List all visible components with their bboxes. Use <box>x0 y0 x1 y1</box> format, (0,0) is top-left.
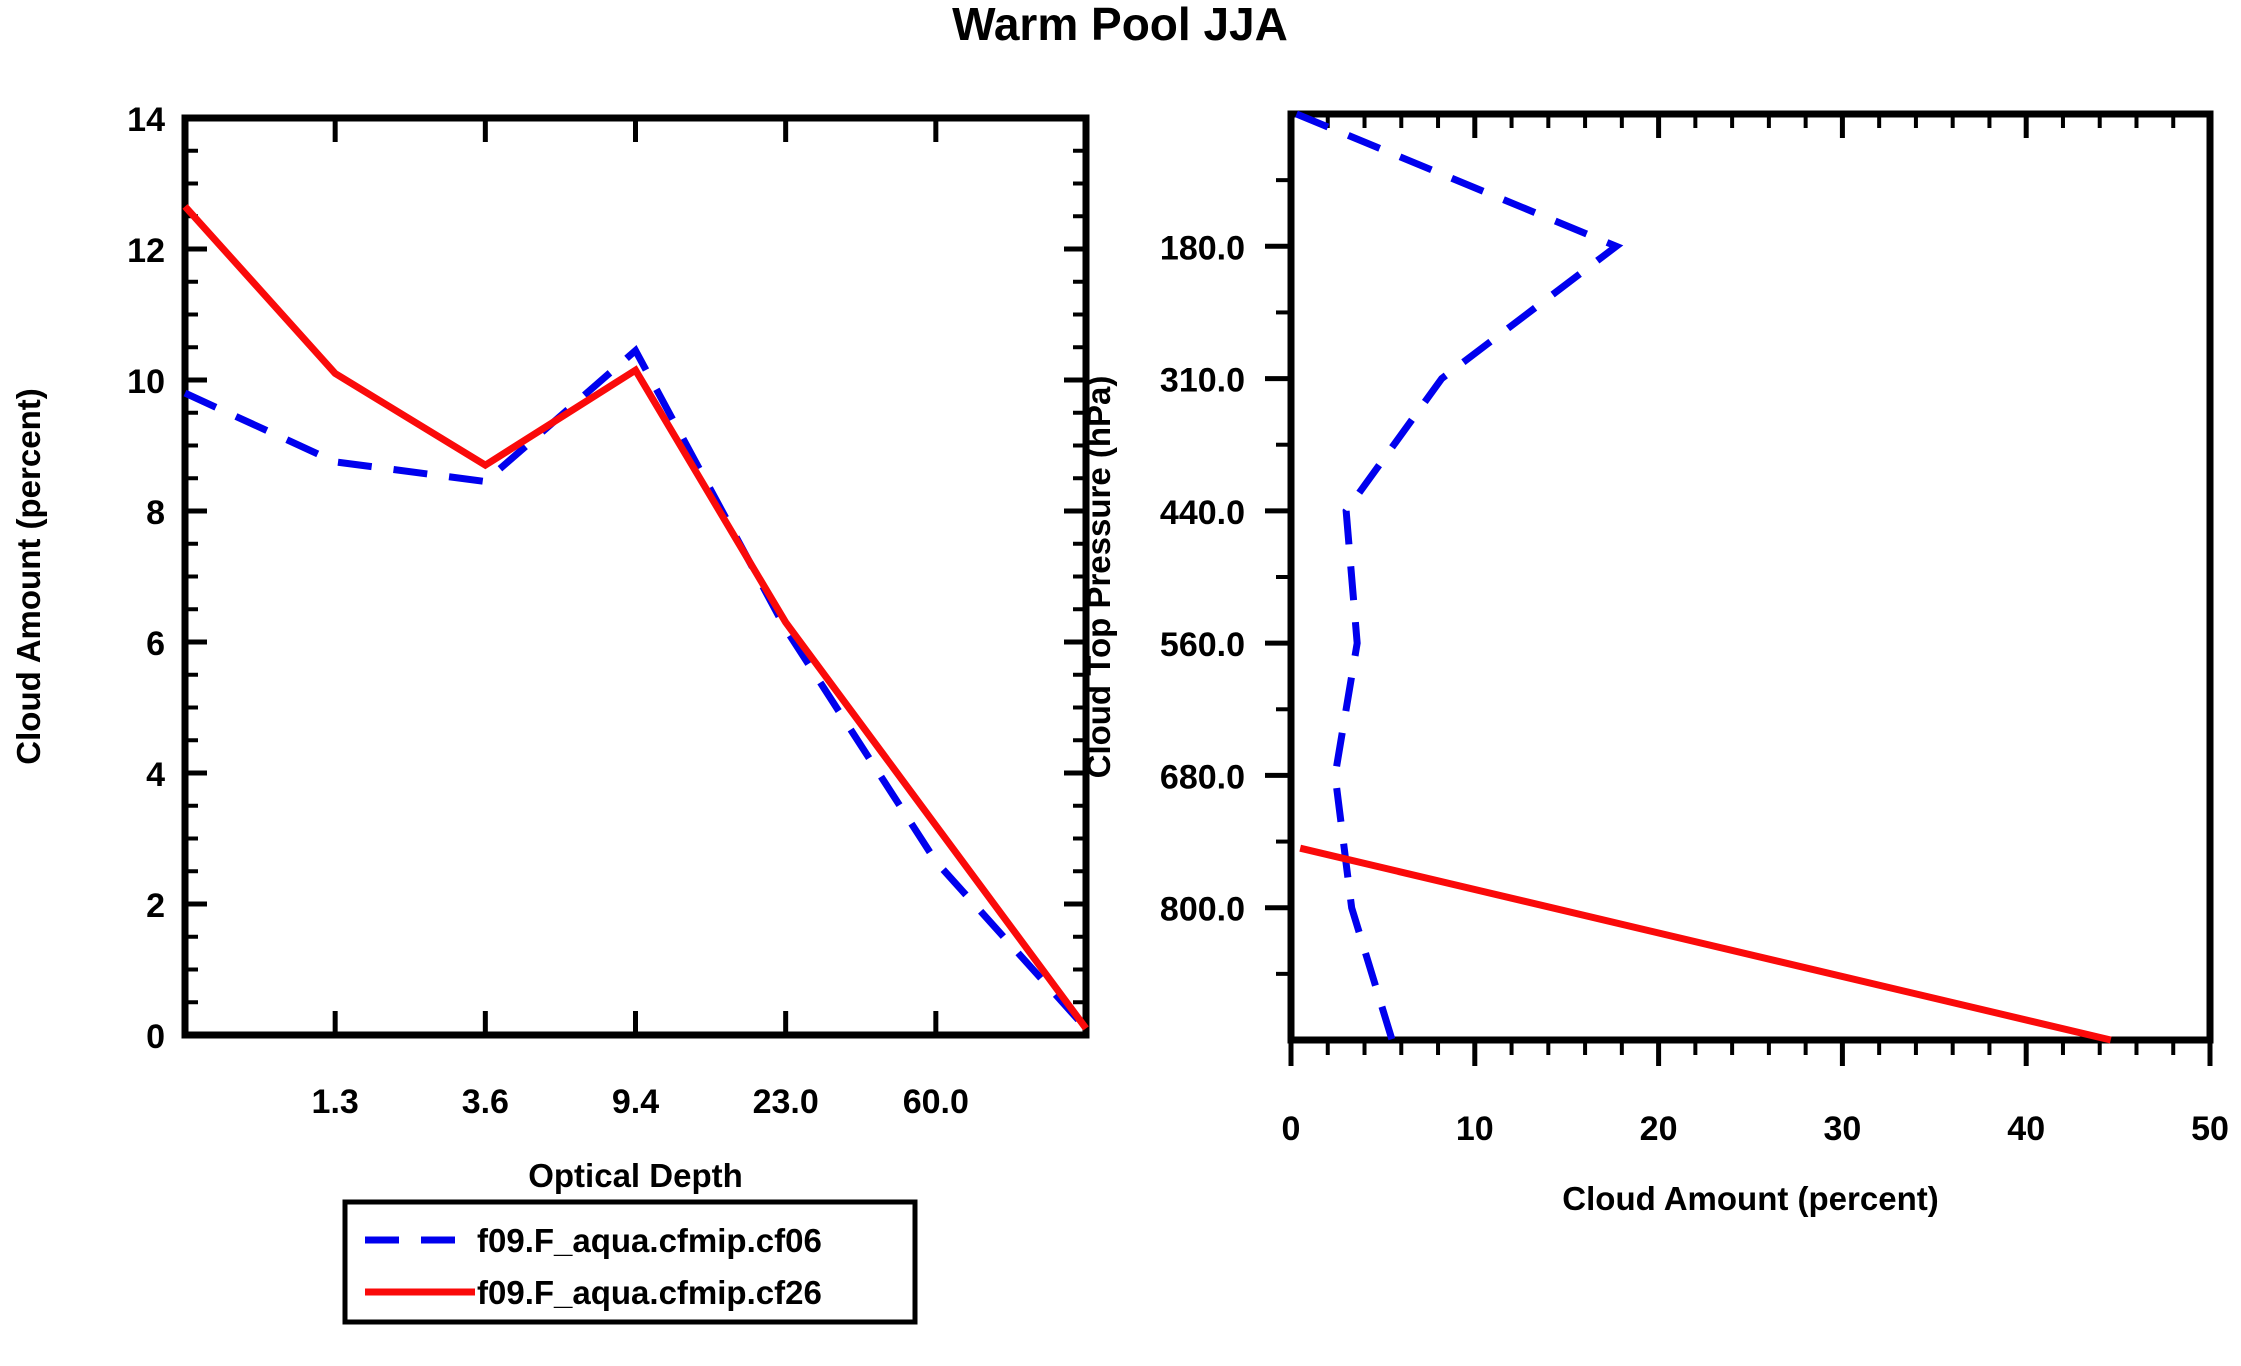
x-tick-label: 20 <box>1640 1110 1678 1148</box>
chart-panel-optical-depth: 0 2 4 6 8 10 12 14 1.3 3.6 9.4 23.0 60.0 Optical Dept… <box>10 101 1090 1194</box>
x-tick-label: 0 <box>1282 1110 1301 1148</box>
series-line-f09.F_aqua.cfmip.cf06 <box>183 345 1089 1031</box>
x-axis-label-left: Optical Depth <box>528 1157 743 1194</box>
series-line-f09.F_aqua.cfmip.cf06 <box>1295 110 1624 1042</box>
x-tick-label: 1.3 <box>312 1083 359 1121</box>
legend-box <box>342 1199 918 1325</box>
y-tick-label: 4 <box>146 756 165 794</box>
legend-label-f09.F_aqua.cfmip.cf06: f09.F_aqua.cfmip.cf06 <box>477 1222 822 1259</box>
series-line-f09.F_aqua.cfmip.cf26 <box>182 204 1089 1031</box>
y-tick-label: 8 <box>146 494 165 532</box>
y-tick-label: 180.0 <box>1160 229 1245 267</box>
x-axis-label-right: Cloud Amount (percent) <box>1562 1180 1938 1217</box>
y-tick-label: 440.0 <box>1160 494 1245 532</box>
y-tick-label: 0 <box>146 1018 165 1056</box>
x-tick-label: 10 <box>1456 1110 1494 1148</box>
x-tick-label: 50 <box>2191 1110 2229 1148</box>
y-tick-label: 800.0 <box>1160 891 1245 929</box>
y-axis-label-left: Cloud Amount (percent) <box>10 388 47 764</box>
y-tick-label: 12 <box>127 232 165 270</box>
y-tick-label: 2 <box>146 887 165 925</box>
x-tick-label: 60.0 <box>903 1083 969 1121</box>
page-title: Warm Pool JJA <box>952 0 1288 50</box>
y-tick-label: 560.0 <box>1160 626 1245 664</box>
legend-label-f09.F_aqua.cfmip.cf26: f09.F_aqua.cfmip.cf26 <box>477 1274 822 1311</box>
chart-panel-cloud-top-pressure: 180.0 310.0 440.0 560.0 680.0 800.0 0 10 20 30 40 5… <box>1080 110 2229 1217</box>
x-tick-label: 23.0 <box>753 1083 819 1121</box>
y-tick-label: 6 <box>146 625 165 663</box>
series-line-f09.F_aqua.cfmip.cf26 <box>1299 844 2112 1044</box>
chart-legend: f09.F_aqua.cfmip.cf06 f09.F_aqua.cfmip.cf… <box>342 1199 918 1325</box>
y-tick-label: 14 <box>127 101 165 139</box>
y-tick-label: 680.0 <box>1160 758 1245 796</box>
x-tick-label: 3.6 <box>462 1083 509 1121</box>
x-tick-label: 9.4 <box>612 1083 659 1121</box>
x-tick-label: 40 <box>2007 1110 2045 1148</box>
y-axis-label-right: Cloud Top Pressure (hPa) <box>1080 376 1117 779</box>
y-tick-label: 310.0 <box>1160 362 1245 400</box>
y-tick-label: 10 <box>127 363 165 401</box>
x-tick-label: 30 <box>1823 1110 1861 1148</box>
